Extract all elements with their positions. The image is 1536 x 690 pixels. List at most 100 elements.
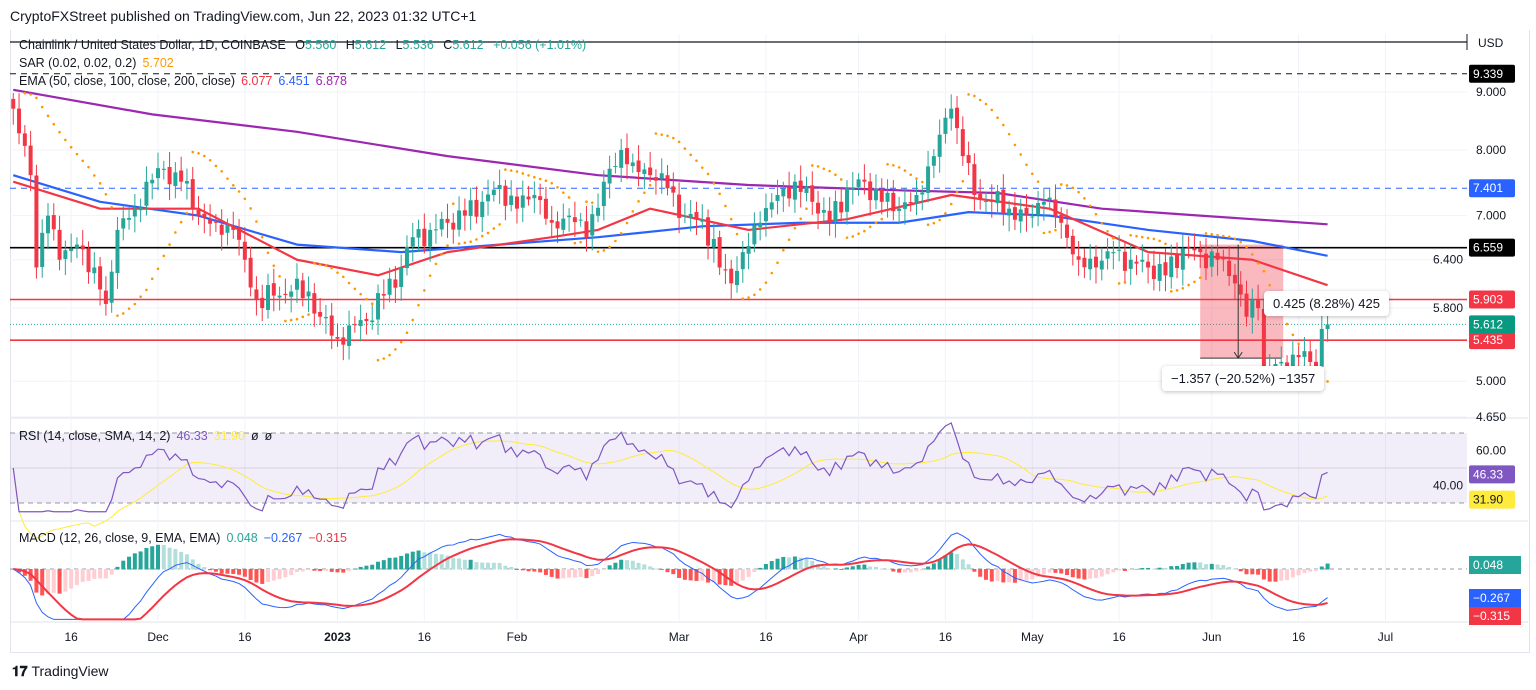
candle-body [1157, 264, 1162, 281]
macd-histogram-bar [584, 569, 589, 579]
macd-histogram-bar [1007, 569, 1012, 583]
candle-body [329, 315, 334, 336]
candle [885, 179, 890, 218]
candle [665, 165, 670, 196]
candle [549, 205, 554, 238]
ema-legend[interactable]: EMA (50, close, 100, close, 200, close) 6… [19, 74, 353, 88]
candle-body [856, 179, 861, 187]
macd-histogram-bar [387, 557, 392, 570]
macd-histogram-bar [283, 569, 288, 578]
candle [706, 209, 711, 260]
candle [624, 133, 629, 180]
macd-histogram-bar [572, 569, 577, 578]
sar-dot [585, 200, 588, 203]
sar-dot [330, 266, 334, 270]
time-tick-label: 16 [64, 630, 78, 644]
sar-dot [1071, 186, 1075, 190]
macd-histogram-bar [1105, 569, 1110, 575]
candle [480, 191, 485, 233]
candle-body [642, 169, 647, 174]
macd-histogram-bar [318, 569, 323, 572]
sar-legend[interactable]: SAR (0.02, 0.02, 0.2) 5.702 [19, 56, 180, 70]
candle-body [1209, 251, 1214, 267]
candle-body [1007, 208, 1012, 216]
candle [700, 204, 705, 230]
sar-dot [295, 317, 299, 321]
macd-histogram-bar [561, 569, 566, 579]
candle-body [1308, 351, 1313, 362]
sar-dot [1036, 180, 1040, 183]
ema50-value: 6.077 [241, 74, 273, 88]
sar-dot [168, 243, 171, 246]
candle [167, 152, 172, 201]
sar-dot [203, 154, 206, 158]
candle [532, 181, 537, 213]
sar-dot [961, 179, 965, 183]
candle-body [630, 162, 635, 167]
sar-dot [1123, 281, 1127, 284]
candle [150, 173, 155, 200]
sar-dot [272, 264, 276, 267]
candle [376, 284, 381, 335]
candle [11, 93, 16, 125]
sar-dot [208, 159, 212, 162]
candle-body [1070, 235, 1075, 255]
ema50-line [12, 180, 1328, 287]
sar-dot [301, 315, 305, 319]
macd-histogram-bar [682, 569, 687, 580]
candle [271, 268, 276, 312]
sar-dot [336, 271, 339, 274]
macd-histogram-bar [862, 564, 867, 570]
sar-dot [220, 169, 223, 173]
candle-body [69, 248, 74, 252]
rsi-tick-label: 40.00 [1433, 479, 1463, 493]
sar-dot [1013, 143, 1017, 147]
sar-dot [469, 240, 472, 244]
candle [69, 233, 74, 263]
sar-dot [35, 96, 38, 100]
macd-histogram-bar [1012, 569, 1017, 583]
candle [1296, 345, 1301, 367]
macd-histogram-bar [845, 567, 850, 570]
candle-body [144, 181, 149, 206]
candle [671, 172, 676, 207]
candle-body [1180, 248, 1185, 270]
candle-body [758, 222, 763, 227]
candle [1117, 235, 1122, 262]
candle-body [584, 221, 589, 238]
sar-dot [162, 254, 166, 258]
candle-body [433, 229, 438, 231]
sar-dot [1054, 228, 1057, 232]
candle [775, 179, 780, 215]
sar-dot [324, 264, 328, 267]
time-tick-label: 16 [1292, 630, 1306, 644]
rsi-tag [1469, 490, 1515, 509]
macd-histogram-bar [1047, 569, 1052, 573]
macd-histogram-bar [115, 566, 120, 570]
candle [781, 181, 786, 212]
macd-histogram-bar [926, 566, 931, 570]
sar-dot [1285, 322, 1289, 326]
sar-dot [787, 238, 791, 242]
candle [306, 276, 311, 312]
candle [752, 212, 757, 253]
macd-histogram-bar [63, 569, 68, 592]
candle [1221, 249, 1226, 272]
sar-dot [1181, 287, 1185, 290]
brand-name: TradingView [31, 663, 109, 679]
candle [225, 218, 230, 246]
candle [1146, 253, 1151, 284]
candle-body [862, 179, 867, 182]
macd-histogram-bar [1232, 568, 1237, 570]
candle [1203, 238, 1208, 281]
macd-legend[interactable]: MACD (12, 26, close, 9, EMA, EMA) 0.048 −0… [19, 531, 353, 545]
candle [1128, 244, 1133, 285]
candle [729, 259, 734, 299]
sar-dot [93, 174, 96, 177]
rsi-legend[interactable]: RSI (14, close, SMA, 14, 2) 46.33 31.90 ø ø [19, 429, 278, 443]
candle [798, 165, 803, 208]
macd-histogram-bar [989, 569, 994, 582]
candle [260, 284, 265, 321]
candle [955, 96, 960, 145]
